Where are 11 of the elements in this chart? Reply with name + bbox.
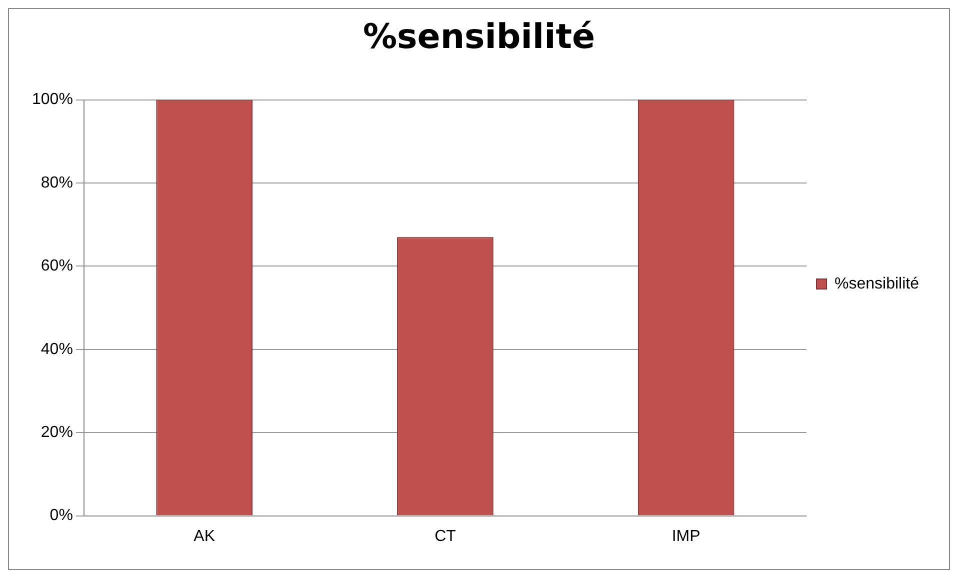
y-tick-label: 60%	[40, 258, 73, 275]
x-tick-label: CT	[434, 528, 456, 545]
legend-label: %sensibilité	[834, 275, 920, 292]
x-tick-label: IMP	[672, 528, 700, 545]
chart-title: %sensibilité	[362, 17, 596, 58]
y-tick-label: 0%	[50, 507, 73, 524]
y-tick-label: 40%	[40, 340, 73, 358]
y-tick-label: 20%	[40, 424, 73, 442]
y-tick-label: 80%	[40, 174, 73, 192]
y-tick-label: 100%	[32, 91, 73, 108]
x-tick-label: AK	[194, 528, 216, 545]
